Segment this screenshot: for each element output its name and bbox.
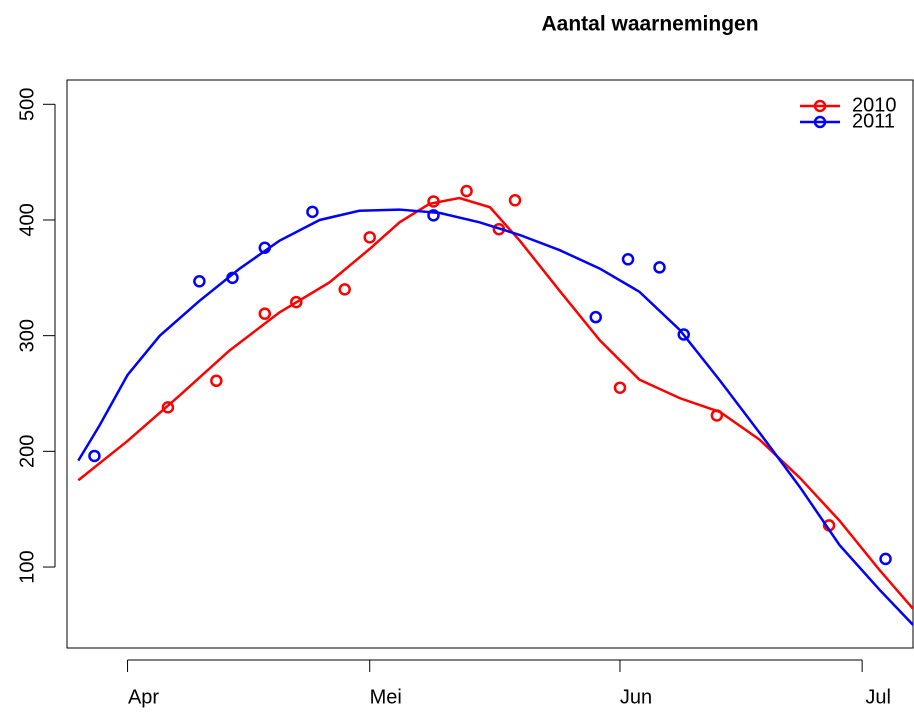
legend-marker — [813, 99, 827, 113]
point — [88, 449, 101, 463]
point — [653, 261, 666, 274]
point — [363, 231, 376, 244]
x-tick-label: Jul — [865, 686, 891, 708]
point — [621, 253, 635, 266]
point — [226, 271, 239, 285]
fit-line — [77, 196, 913, 610]
point — [306, 205, 319, 219]
point — [589, 310, 602, 324]
legend-label: 2011 — [852, 110, 895, 132]
legend-label: 2010 — [852, 94, 897, 116]
fit-line — [77, 208, 913, 626]
y-tick-label: 100 — [16, 550, 38, 583]
legend-marker — [813, 115, 827, 129]
point — [613, 381, 627, 394]
point — [677, 328, 690, 341]
x-tick-label: Mei — [370, 686, 402, 708]
y-tick-label: 400 — [16, 203, 38, 236]
point — [427, 209, 440, 222]
point — [258, 307, 272, 320]
point — [193, 275, 206, 288]
point — [338, 283, 351, 296]
point — [290, 295, 303, 309]
x-tick-label: Jun — [620, 686, 652, 708]
point — [258, 241, 272, 254]
point — [210, 374, 223, 388]
chart-title: Aantal waarnemingen — [541, 13, 758, 36]
point — [508, 194, 522, 207]
y-tick-label: 300 — [16, 319, 38, 352]
y-tick-label: 500 — [16, 88, 38, 121]
x-tick-label: Apr — [128, 686, 159, 708]
point — [427, 195, 440, 208]
point — [879, 552, 892, 566]
y-tick-label: 200 — [16, 435, 38, 468]
point — [710, 409, 724, 422]
plot-box — [66, 79, 914, 649]
point — [460, 184, 473, 198]
point — [161, 401, 175, 414]
